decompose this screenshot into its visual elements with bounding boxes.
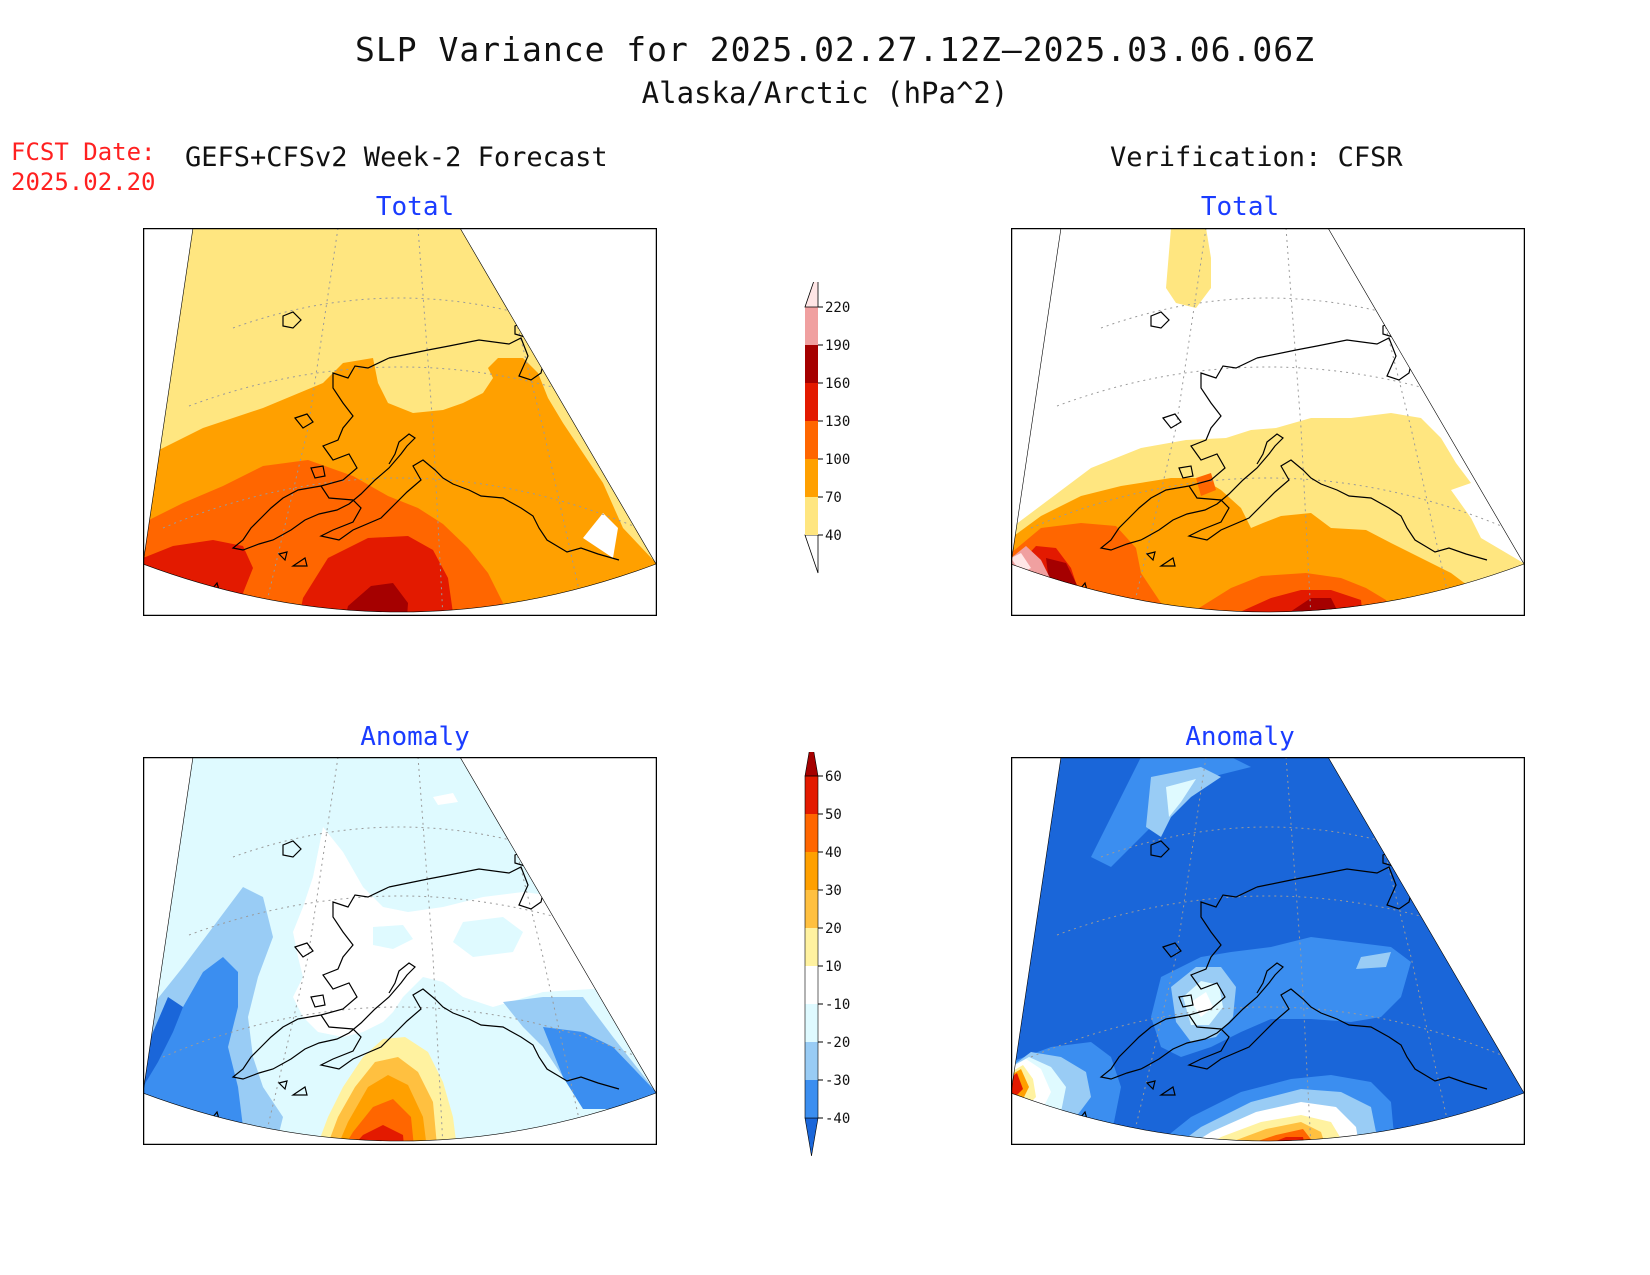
- colorbar-anomaly-swatch: [805, 852, 818, 890]
- colorbar-total-swatch: [805, 345, 818, 383]
- map-forecast-anomaly: [143, 757, 657, 1145]
- colorbar-anomaly-label: -20: [825, 1035, 850, 1051]
- colorbar-total-label: 220: [825, 300, 850, 316]
- colorbar-anomaly-tail-high: [804, 752, 819, 777]
- map-verification-total: [1011, 228, 1525, 616]
- colorbar-anomaly-label: 10: [825, 959, 842, 975]
- panel-title-forecast-anomaly: Anomaly: [360, 722, 470, 752]
- colorbar-anomaly-swatch: [805, 776, 818, 814]
- colorbar-total-tail-high: [804, 282, 819, 308]
- colorbar-total-tail-low: [804, 534, 819, 574]
- panel-title-verification-anomaly: Anomaly: [1185, 722, 1295, 752]
- colorbar-total-swatch: [805, 383, 818, 421]
- colorbar-total-swatch: [805, 421, 818, 459]
- colorbar-total-label: 190: [825, 338, 850, 354]
- colorbar-anomaly-label: -30: [825, 1073, 850, 1089]
- colorbar-total-swatch: [805, 459, 818, 497]
- colorbar-total-label: 100: [825, 452, 850, 468]
- colorbar-anomaly-label: -40: [825, 1111, 850, 1127]
- colorbar-anomaly-label: 50: [825, 807, 842, 823]
- colorbar-total-label: 130: [825, 414, 850, 430]
- colorbar-total-swatch: [805, 307, 818, 345]
- colorbar-anomaly-swatch: [805, 1042, 818, 1080]
- colorbar-anomaly-label: -10: [825, 997, 850, 1013]
- colorbar-anomaly-label: 20: [825, 921, 842, 937]
- colorbar-anomaly-label: 60: [825, 769, 842, 785]
- panel-title-verification-total: Total: [1200, 192, 1280, 222]
- colorbar-anomaly-swatch: [805, 890, 818, 928]
- colorbar-anomaly-swatch: [805, 966, 818, 1004]
- main-subtitle: Alaska/Arctic (hPa^2): [641, 76, 1009, 110]
- map-verification-anomaly: [1011, 757, 1525, 1145]
- colorbar-anomaly-swatch: [805, 1004, 818, 1042]
- fcst-date-value: 2025.02.20: [11, 168, 156, 196]
- fcst-date-label: FCST Date:: [11, 138, 156, 166]
- colorbar-total-label: 70: [825, 490, 842, 506]
- colorbar-anomaly-swatch: [805, 814, 818, 852]
- panel-title-forecast-total: Total: [375, 192, 455, 222]
- forecast-column-header: GEFS+CFSv2 Week-2 Forecast: [185, 142, 608, 173]
- colorbar-anomaly-label: 40: [825, 845, 842, 861]
- colorbar-anomaly-outline: [804, 775, 819, 1119]
- colorbar-anomaly-swatch: [805, 1080, 818, 1118]
- verification-column-header: Verification: CFSR: [1110, 142, 1403, 173]
- colorbar-total-swatch: [805, 497, 818, 535]
- main-title: SLP Variance for 2025.02.27.12Z–2025.03.…: [355, 30, 1315, 69]
- colorbar-anomaly-swatch: [805, 928, 818, 966]
- colorbar-anomaly-label: 30: [825, 883, 842, 899]
- colorbar-anomaly: -40 -30 -20 -10 10 20 30 40 50 60: [804, 752, 850, 1157]
- colorbar-total-label: 160: [825, 376, 850, 392]
- map-forecast-total: [143, 228, 657, 616]
- colorbar-anomaly-tail-low: [804, 1117, 819, 1157]
- colorbar-total: 40 70 100 130 160 190 220: [804, 282, 850, 574]
- colorbar-total-label: 40: [825, 528, 842, 544]
